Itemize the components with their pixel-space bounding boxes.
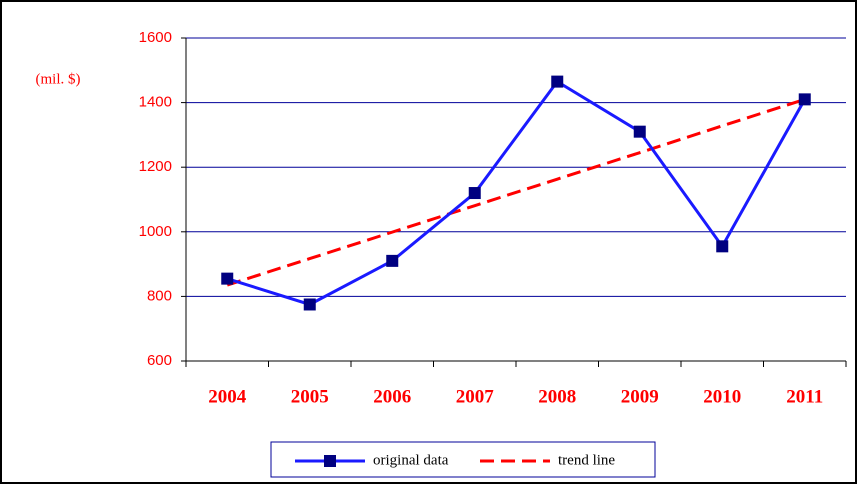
y-tick-label: 600 — [147, 352, 172, 369]
legend-label: trend line — [558, 452, 615, 468]
y-axis-label: (mil. $) — [36, 71, 81, 87]
x-tick-label: 2011 — [786, 386, 823, 407]
y-tick-label: 1600 — [139, 29, 172, 46]
data-point — [468, 187, 481, 200]
legend-marker — [324, 455, 336, 467]
data-point — [551, 75, 564, 88]
x-tick-label: 2004 — [208, 386, 247, 407]
y-tick-label: 1400 — [139, 94, 172, 111]
legend-label: original data — [373, 452, 449, 468]
data-point — [221, 272, 234, 285]
y-tick-label: 800 — [147, 287, 172, 304]
data-point — [633, 125, 646, 138]
data-point — [386, 254, 399, 267]
x-tick-label: 2006 — [373, 386, 411, 407]
data-point — [303, 298, 316, 311]
data-point — [798, 93, 811, 106]
x-tick-label: 2008 — [538, 386, 576, 407]
x-tick-label: 2007 — [456, 386, 495, 407]
y-tick-label: 1200 — [139, 158, 172, 175]
x-tick-label: 2005 — [291, 386, 329, 407]
x-tick-label: 2010 — [703, 386, 741, 407]
x-tick-label: 2009 — [621, 386, 659, 407]
y-tick-label: 1000 — [139, 223, 172, 240]
data-point — [716, 240, 729, 253]
series-line — [226, 79, 807, 307]
series-line — [226, 97, 806, 287]
